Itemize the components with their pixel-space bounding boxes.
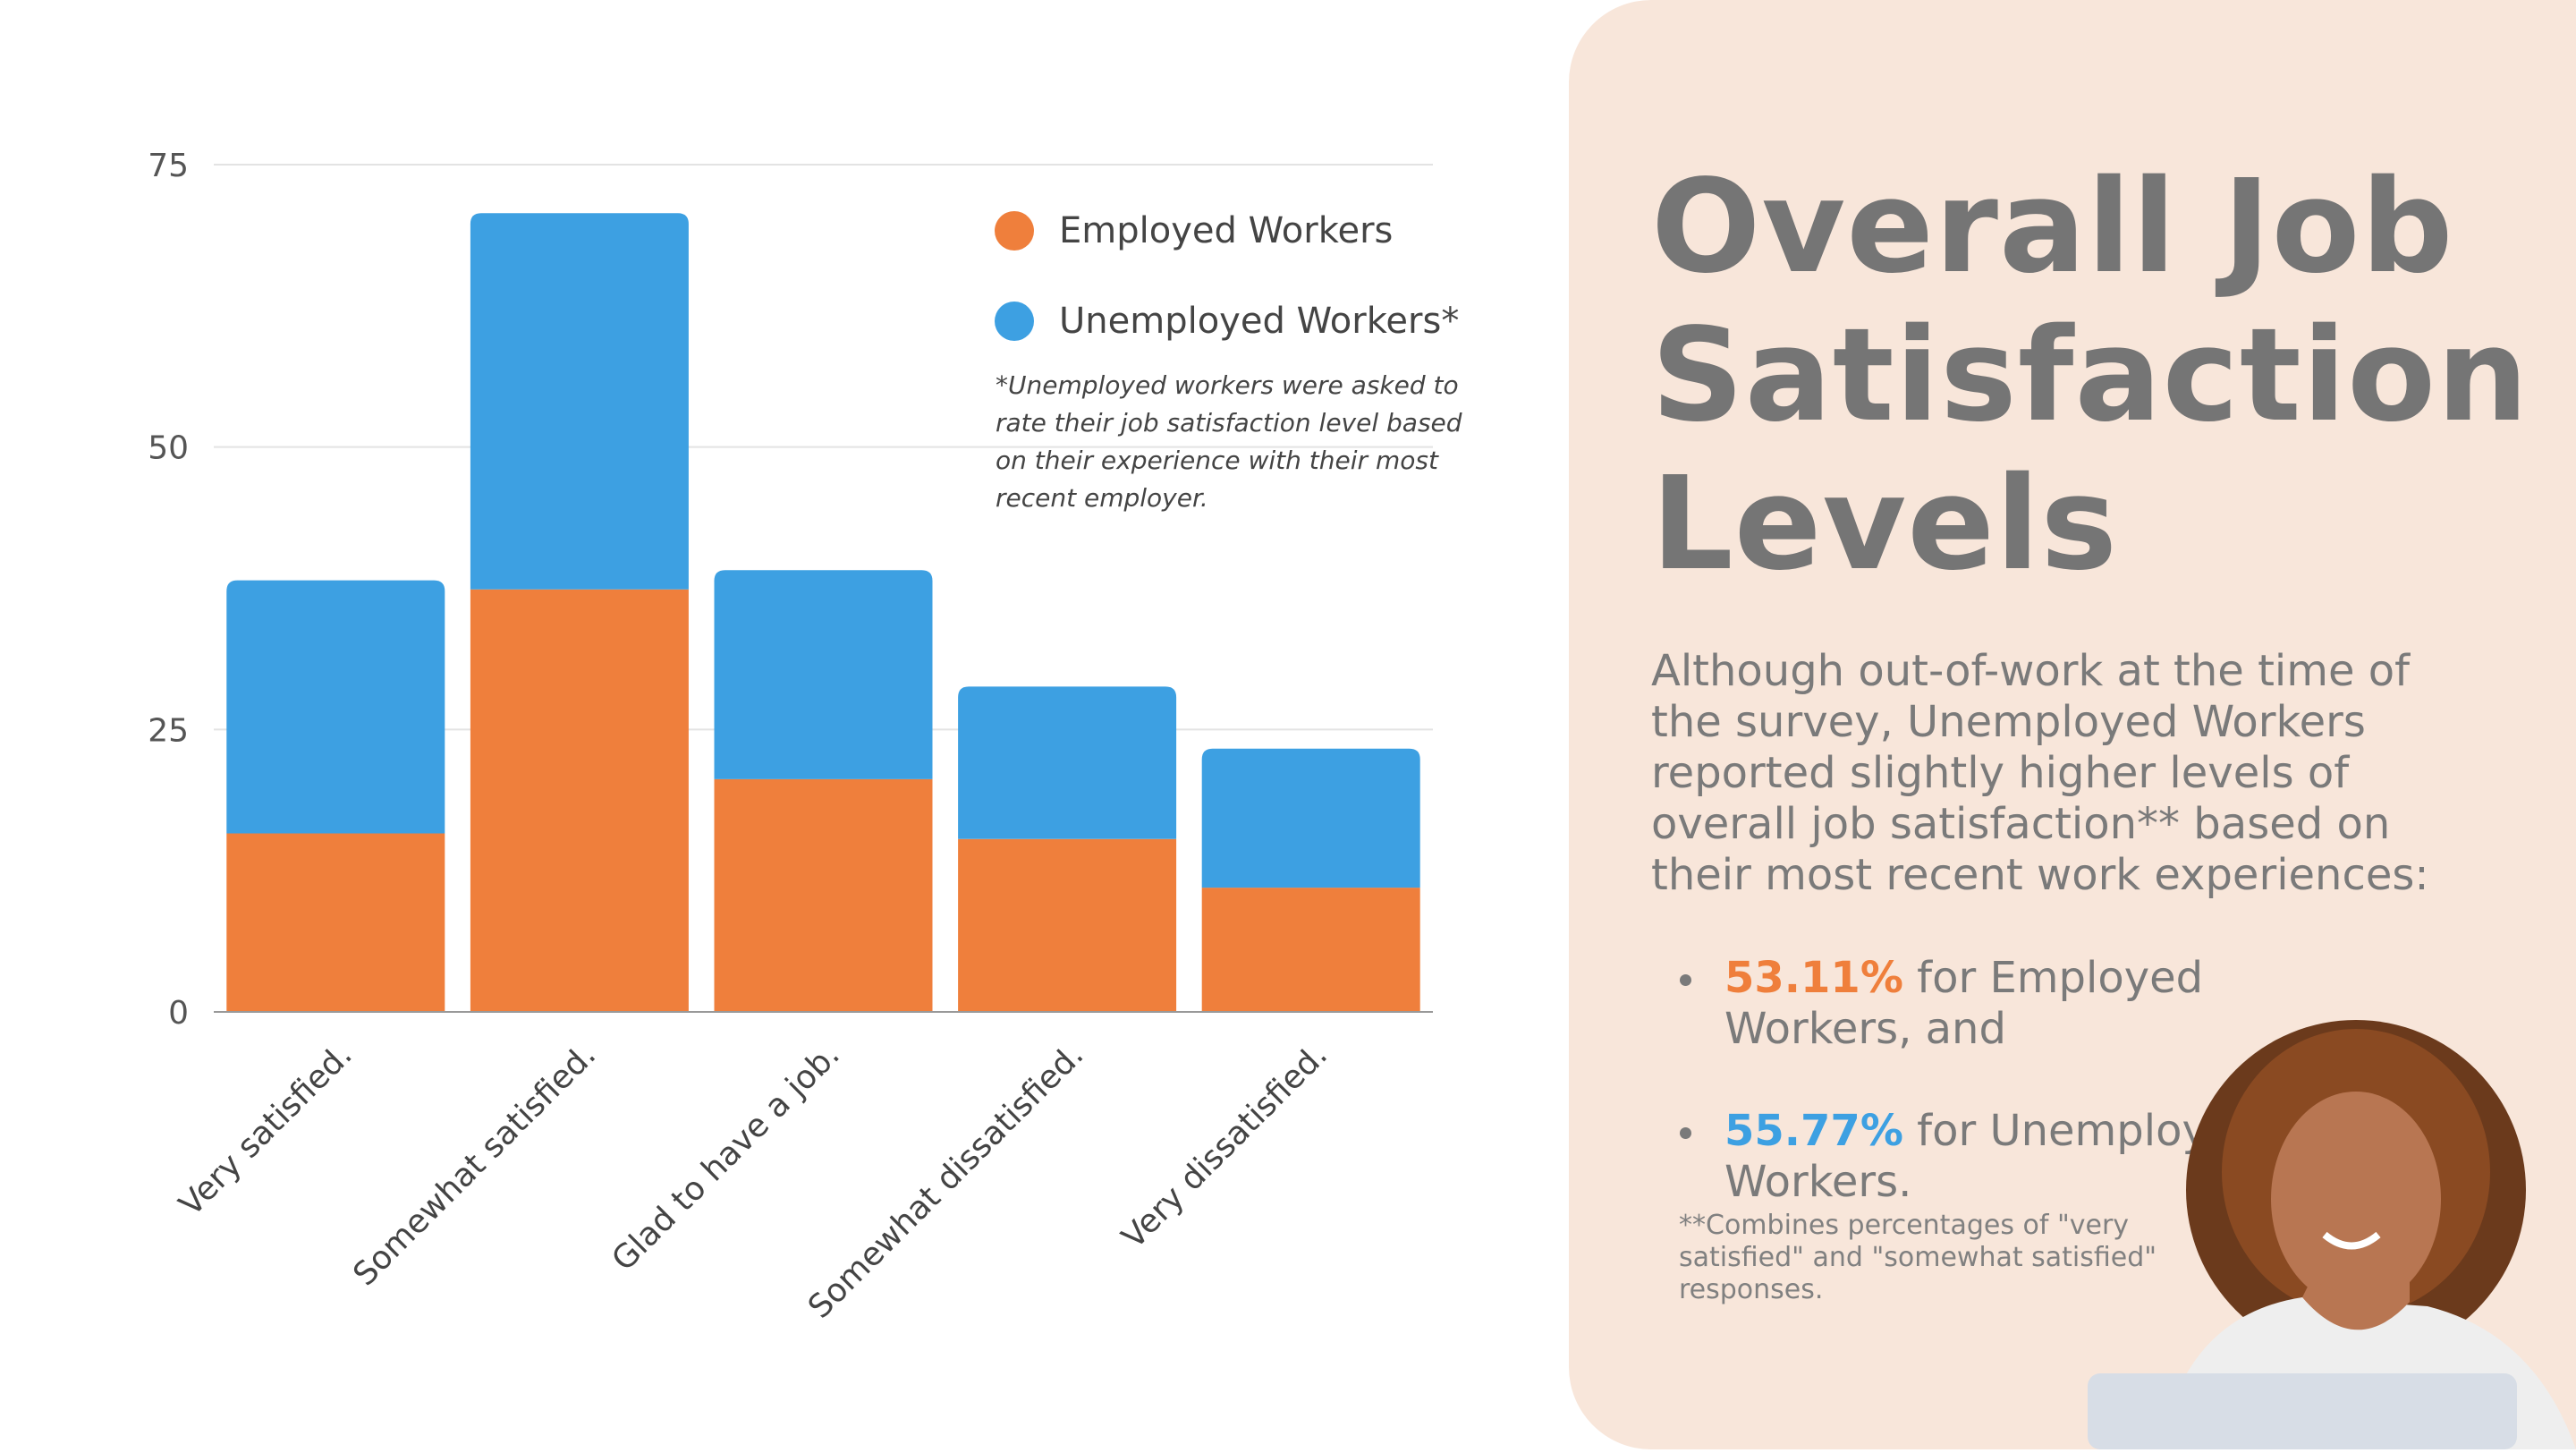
title-line: Satisfaction <box>1651 300 2529 450</box>
legend-unemployed: Unemployed Workers* <box>995 301 1459 342</box>
legend-label-employed: Employed Workers <box>1059 210 1394 251</box>
bar-segment-unemployed <box>1201 748 1420 888</box>
title-line: Levels <box>1651 448 2119 599</box>
bar-segment-unemployed <box>714 570 933 779</box>
x-tick-label: Somewhat satisfied. <box>346 1036 603 1293</box>
legend-swatch-unemployed <box>995 302 1034 341</box>
legend-swatch-employed <box>995 211 1034 251</box>
bar-segment-employed <box>958 838 1177 1012</box>
legend-employed: Employed Workers <box>995 210 1393 251</box>
x-tick-label: Very dissatisfied. <box>1115 1036 1335 1255</box>
summary-paragraph: Although out-of-work at the time of the … <box>1651 646 2429 900</box>
x-tick-label: Somewhat dissatisfied. <box>801 1036 1090 1325</box>
bar-segment-employed <box>714 778 933 1012</box>
stat-employed: 53.11% for Employed Workers, and <box>1651 953 2277 1055</box>
woman-photo <box>2088 1020 2576 1449</box>
bar-segment-employed <box>1201 888 1420 1012</box>
chart-canvas: 0 25 50 75 Very satisfied.Somewhat satisfied… <box>148 148 1433 1326</box>
legend-label-unemployed: Unemployed Workers* <box>1059 301 1460 342</box>
bar-segment-employed <box>226 833 445 1012</box>
page-title: Overall Job Satisfaction Levels <box>1651 152 2529 598</box>
bar-segment-unemployed <box>958 686 1177 839</box>
stat-value: 53.11% <box>1724 953 1903 1003</box>
stacked-bar-chart: 0 25 50 75 Very satisfied. Somewhat satisfied… <box>148 148 1462 1326</box>
stat-text: for Employed Workers, and <box>1724 953 2204 1054</box>
x-tick-label: Very satisfied. <box>173 1036 360 1223</box>
y-tick-label: 0 <box>168 995 189 1032</box>
bar-segment-unemployed <box>470 213 689 590</box>
chart-note: *Unemployed workers were asked to rate t… <box>996 370 1462 513</box>
x-tick-label: Glad to have a job. <box>605 1036 846 1278</box>
title-line: Overall Job <box>1651 151 2454 302</box>
y-tick-label: 75 <box>148 148 189 184</box>
y-tick-label: 25 <box>148 712 189 749</box>
stat-value: 55.77% <box>1724 1106 1903 1156</box>
summary-panel: Overall Job Satisfaction Levels Although… <box>1569 0 2576 1449</box>
bar-segment-employed <box>470 589 689 1012</box>
y-tick-label: 50 <box>148 430 189 467</box>
bar-segment-unemployed <box>226 580 445 834</box>
footnote: **Combines percentages of "very satisfie… <box>1679 1210 2157 1305</box>
